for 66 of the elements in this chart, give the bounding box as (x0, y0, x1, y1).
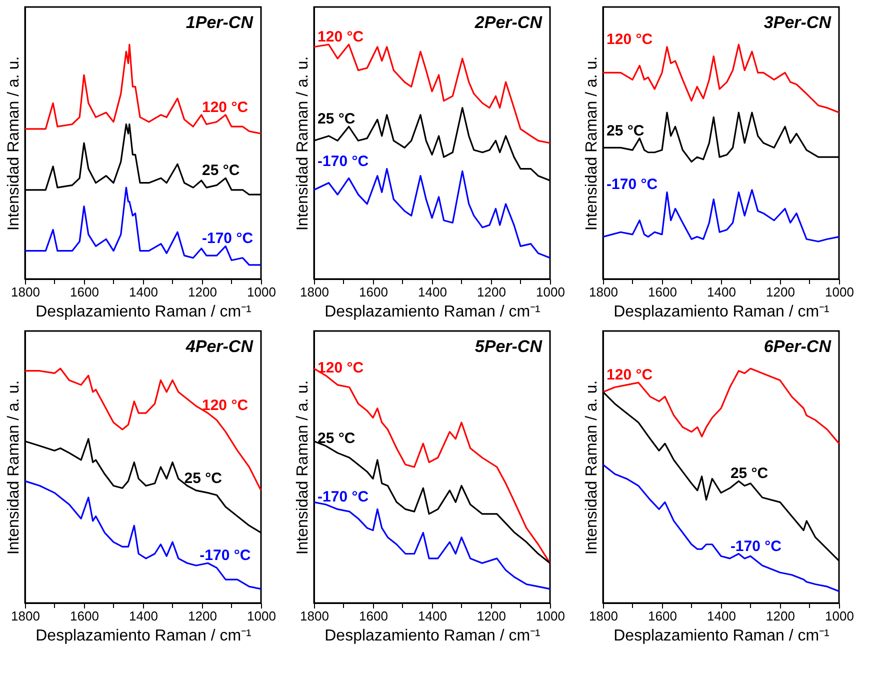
x-tick-label: 1800 (589, 284, 618, 300)
y-axis-title: Intensidad Raman / a. u. (584, 380, 600, 555)
x-tick-label: 1000 (247, 284, 276, 300)
series-label: -170 °C (318, 488, 369, 506)
x-axis-title: Desplazamiento Raman / cm⁻¹ (324, 628, 540, 644)
series-label: 25 °C (730, 465, 768, 482)
x-tick-label: 1600 (359, 284, 388, 300)
series-label: 120 °C (202, 397, 248, 414)
x-tick-label: 1400 (707, 284, 736, 300)
series-label: -170 °C (318, 152, 369, 170)
chart-title: 4Per-CN (184, 337, 254, 356)
x-axis-title: Desplazamiento Raman / cm⁻¹ (36, 628, 252, 644)
x-tick-label: 1800 (589, 608, 618, 624)
series-label: 25 °C (606, 122, 644, 140)
x-tick-label: 1200 (188, 608, 217, 624)
x-tick-label: 1600 (70, 284, 99, 300)
series-label: 25 °C (184, 470, 222, 487)
chart-title: 6Per-CN (764, 337, 832, 356)
series-label: 120 °C (318, 360, 364, 377)
x-tick-label: 1600 (359, 608, 388, 624)
series-label: 120 °C (318, 28, 364, 46)
series-label: -170 °C (730, 538, 782, 555)
x-tick-label: 1400 (129, 608, 158, 624)
x-tick-label: 1000 (825, 284, 854, 300)
series-label: 25 °C (318, 110, 356, 128)
series-label: -170 °C (200, 547, 251, 564)
x-tick-label: 1400 (129, 284, 158, 300)
series-label: 120 °C (606, 30, 653, 48)
x-axis-title: Desplazamiento Raman / cm⁻¹ (36, 304, 252, 320)
chart-title: 2Per-CN (474, 13, 543, 32)
x-axis-title: Desplazamiento Raman / cm⁻¹ (324, 304, 540, 320)
y-axis-title: Intensidad Raman / a. u. (6, 56, 22, 231)
x-axis-title: Desplazamiento Raman / cm⁻¹ (614, 304, 830, 320)
x-tick-label: 1200 (766, 284, 795, 300)
x-tick-label: 1200 (766, 608, 795, 624)
series-label: 120 °C (202, 98, 248, 116)
x-tick-label: 1800 (11, 608, 40, 624)
series-label: 25 °C (318, 430, 356, 447)
x-tick-label: 1200 (477, 284, 506, 300)
chart-title: 3Per-CN (764, 13, 832, 32)
x-tick-label: 1600 (648, 608, 677, 624)
y-axis-title: Intensidad Raman / a. u. (584, 56, 600, 231)
series-label: 25 °C (202, 162, 240, 180)
y-axis-title: Intensidad Raman / a. u. (294, 380, 312, 555)
x-tick-label: 1400 (418, 608, 447, 624)
y-axis-title: Intensidad Raman / a. u. (6, 380, 22, 555)
x-tick-label: 1800 (300, 284, 329, 300)
x-tick-label: 1000 (247, 608, 276, 624)
x-tick-label: 1800 (300, 608, 329, 624)
x-axis-title: Desplazamiento Raman / cm⁻¹ (614, 628, 830, 644)
x-tick-label: 1600 (648, 284, 677, 300)
chart-title: 1Per-CN (186, 13, 254, 32)
series-label: -170 °C (606, 176, 658, 194)
series-label: -170 °C (202, 230, 254, 248)
series-label: 120 °C (606, 366, 653, 384)
x-tick-label: 1200 (188, 284, 217, 300)
x-tick-label: 1000 (536, 608, 565, 624)
x-tick-label: 1400 (707, 608, 736, 624)
chart-title: 5Per-CN (474, 337, 543, 356)
x-tick-label: 1000 (825, 608, 854, 624)
x-tick-label: 1400 (418, 284, 447, 300)
x-tick-label: 1200 (477, 608, 506, 624)
x-tick-label: 1000 (536, 284, 565, 300)
x-tick-label: 1600 (70, 608, 99, 624)
x-tick-label: 1800 (11, 284, 40, 300)
y-axis-title: Intensidad Raman / a. u. (294, 56, 312, 231)
